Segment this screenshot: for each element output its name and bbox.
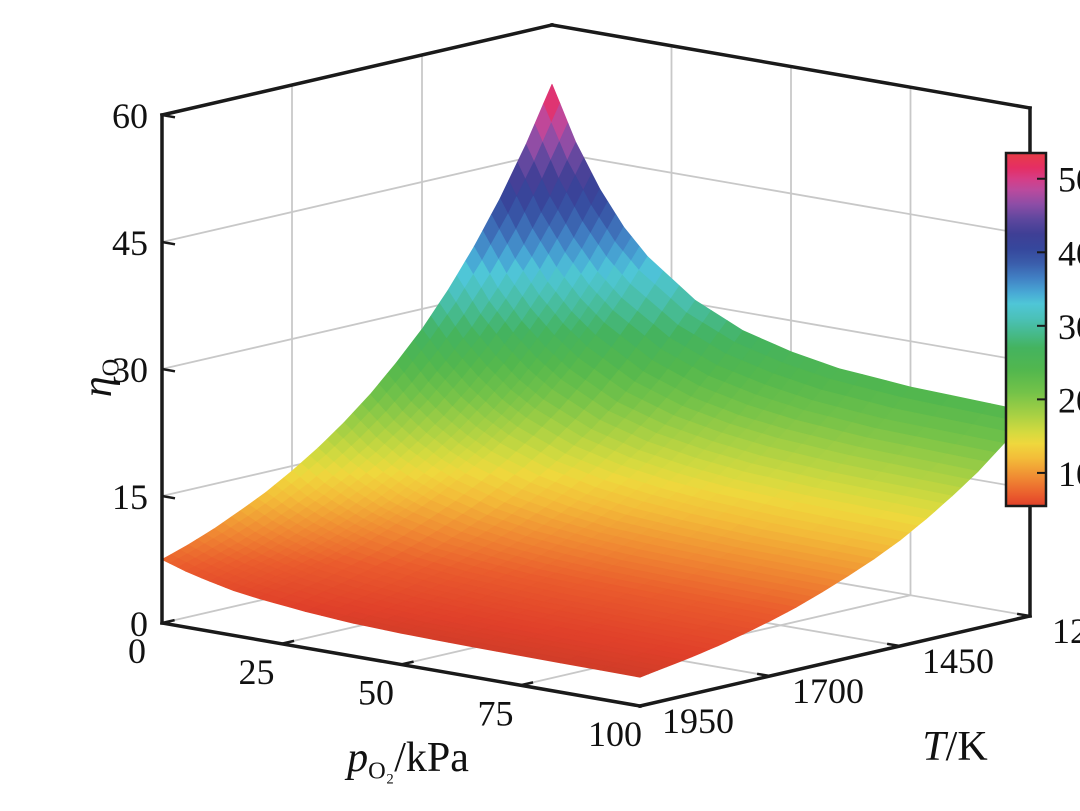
x-axis-title: pO₂/kPa bbox=[347, 735, 469, 783]
svg-text:0: 0 bbox=[130, 604, 148, 644]
svg-text:50: 50 bbox=[358, 673, 394, 713]
svg-text:50: 50 bbox=[1058, 160, 1080, 200]
x-axis-unit: /kPa bbox=[394, 735, 469, 781]
svg-text:10: 10 bbox=[1058, 454, 1080, 494]
y-axis-title: T/K bbox=[922, 726, 987, 768]
svg-text:100: 100 bbox=[588, 714, 642, 754]
z-axis-title: ηO bbox=[75, 359, 124, 398]
x-axis-symbol: p bbox=[347, 735, 369, 781]
z-axis-symbol: η bbox=[75, 376, 121, 398]
y-axis-symbol: T bbox=[922, 724, 946, 770]
svg-text:30: 30 bbox=[112, 350, 148, 390]
surface-plot-canvas: 0 15 30 45 60 0 25 50 75 100 1950 1700 1450 1200 10 20 3… bbox=[112, 22, 1080, 754]
svg-text:0: 0 bbox=[128, 631, 146, 671]
svg-text:1450: 1450 bbox=[922, 641, 994, 681]
svg-text:1950: 1950 bbox=[662, 701, 734, 741]
svg-text:15: 15 bbox=[112, 477, 148, 517]
svg-text:60: 60 bbox=[112, 96, 148, 136]
svg-text:75: 75 bbox=[478, 693, 514, 733]
z-axis-subscript: O bbox=[97, 358, 125, 377]
svg-text:45: 45 bbox=[112, 223, 148, 263]
surface-plot-figure: 0 15 30 45 60 0 25 50 75 100 1950 1700 1450 1200 10 20 3… bbox=[40, 16, 1080, 795]
y-axis-unit: /K bbox=[945, 724, 988, 770]
svg-text:20: 20 bbox=[1058, 380, 1080, 420]
svg-text:1200: 1200 bbox=[1052, 611, 1080, 651]
svg-text:30: 30 bbox=[1058, 307, 1080, 347]
svg-text:1700: 1700 bbox=[792, 671, 864, 711]
x-axis-subscript: O₂ bbox=[368, 757, 395, 785]
svg-text:25: 25 bbox=[239, 652, 275, 692]
svg-text:40: 40 bbox=[1058, 233, 1080, 273]
